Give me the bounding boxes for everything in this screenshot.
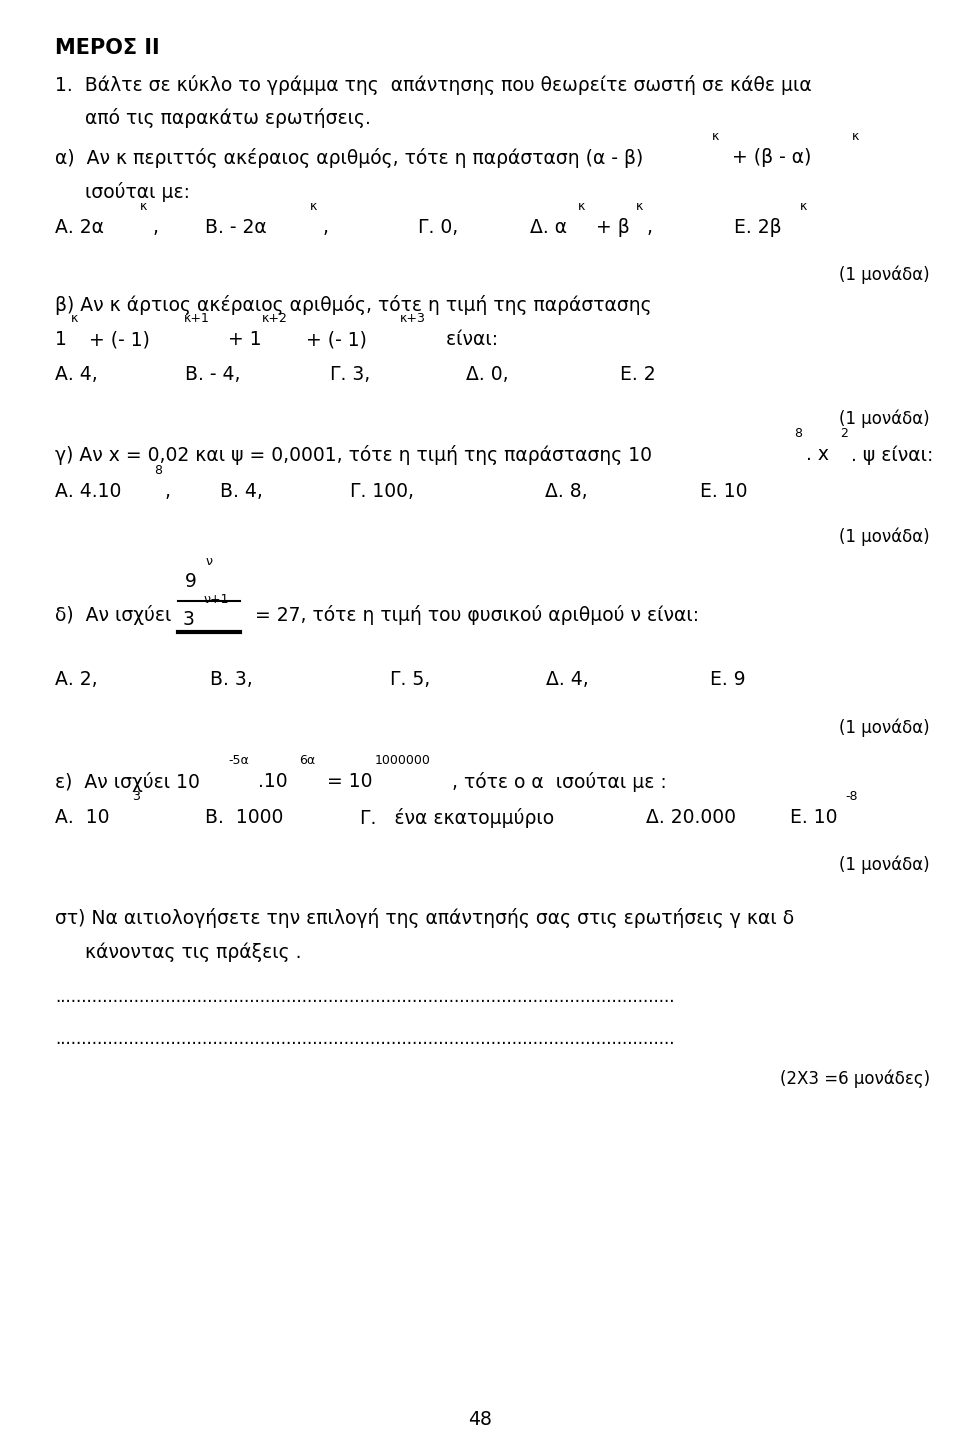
Text: 9: 9	[185, 572, 197, 591]
Text: δ)  Αν ισχύει: δ) Αν ισχύει	[55, 604, 172, 625]
Text: -5α: -5α	[228, 754, 249, 767]
Text: Α.  10: Α. 10	[55, 808, 109, 827]
Text: Γ. 100,: Γ. 100,	[350, 482, 414, 501]
Text: (1 μονάδα): (1 μονάδα)	[839, 718, 930, 737]
Text: κ: κ	[712, 129, 719, 142]
Text: Β. 3,: Β. 3,	[210, 670, 252, 689]
Text: ,: ,	[646, 218, 652, 237]
Text: κ: κ	[71, 312, 79, 325]
Text: κ: κ	[800, 201, 807, 214]
Text: κ: κ	[852, 129, 859, 142]
Text: 3: 3	[132, 790, 140, 804]
Text: ισούται με:: ισούται με:	[85, 182, 190, 202]
Text: Δ. 4,: Δ. 4,	[546, 670, 588, 689]
Text: (1 μονάδα): (1 μονάδα)	[839, 410, 930, 429]
Text: 2: 2	[840, 427, 848, 440]
Text: Δ. 20.000: Δ. 20.000	[646, 808, 736, 827]
Text: .10: .10	[258, 772, 288, 790]
Text: + β: + β	[590, 218, 630, 237]
Text: Β. - 2α: Β. - 2α	[205, 218, 267, 237]
Text: β) Αν κ άρτιος ακέραιος αριθμός, τότε η τιμή της παράστασης: β) Αν κ άρτιος ακέραιος αριθμός, τότε η …	[55, 295, 652, 315]
Text: 6α: 6α	[299, 754, 315, 767]
Text: Ε. 2β: Ε. 2β	[734, 218, 781, 237]
Text: Α. 4,: Α. 4,	[55, 365, 98, 384]
Text: ................................................................................: ........................................…	[55, 988, 675, 1005]
Text: 1.  Βάλτε σε κύκλο το γράμμα της  απάντησης που θεωρείτε σωστή σε κάθε μια: 1. Βάλτε σε κύκλο το γράμμα της απάντηση…	[55, 76, 812, 94]
Text: Ε. 2: Ε. 2	[620, 365, 656, 384]
Text: Γ. 3,: Γ. 3,	[330, 365, 371, 384]
Text: 8: 8	[794, 427, 802, 440]
Text: Δ. 0,: Δ. 0,	[466, 365, 509, 384]
Text: + (β - α): + (β - α)	[726, 148, 811, 167]
Text: + (- 1): + (- 1)	[300, 330, 367, 349]
Text: 1000000: 1000000	[375, 754, 431, 767]
Text: κάνοντας τις πράξεις .: κάνοντας τις πράξεις .	[85, 942, 301, 962]
Text: Γ.   ένα εκατομμύριο: Γ. ένα εκατομμύριο	[360, 808, 554, 828]
Text: είναι:: είναι:	[440, 330, 498, 349]
Text: κ: κ	[578, 201, 586, 214]
Text: Ε. 10: Ε. 10	[700, 482, 748, 501]
Text: κ+1: κ+1	[184, 312, 210, 325]
Text: κ: κ	[636, 201, 643, 214]
Text: Α. 2,: Α. 2,	[55, 670, 98, 689]
Text: (1 μονάδα): (1 μονάδα)	[839, 854, 930, 873]
Text: (1 μονάδα): (1 μονάδα)	[839, 527, 930, 546]
Text: Δ. 8,: Δ. 8,	[545, 482, 588, 501]
Text: κ+2: κ+2	[262, 312, 288, 325]
Text: Γ. 5,: Γ. 5,	[390, 670, 430, 689]
Text: (1 μονάδα): (1 μονάδα)	[839, 264, 930, 283]
Text: (2Χ3 =6 μονάδες): (2Χ3 =6 μονάδες)	[780, 1069, 930, 1088]
Text: κ: κ	[310, 201, 318, 214]
Text: Β. - 4,: Β. - 4,	[185, 365, 241, 384]
Text: + 1: + 1	[222, 330, 262, 349]
Text: = 10: = 10	[321, 772, 372, 790]
Text: κ: κ	[140, 201, 148, 214]
Text: = 27, τότε η τιμή του φυσικού αριθμού ν είναι:: = 27, τότε η τιμή του φυσικού αριθμού ν …	[255, 604, 699, 625]
Text: ................................................................................: ........................................…	[55, 1030, 675, 1048]
Text: 8: 8	[154, 464, 162, 477]
Text: Α. 4.10: Α. 4.10	[55, 482, 121, 501]
Text: γ) Αν x = 0,02 και ψ = 0,0001, τότε η τιμή της παράστασης 10: γ) Αν x = 0,02 και ψ = 0,0001, τότε η τι…	[55, 445, 652, 465]
Text: από τις παρακάτω ερωτήσεις.: από τις παρακάτω ερωτήσεις.	[85, 108, 371, 128]
Text: + (- 1): + (- 1)	[83, 330, 150, 349]
Text: . ψ είναι:: . ψ είναι:	[851, 445, 933, 465]
Text: Α. 2α: Α. 2α	[55, 218, 104, 237]
Text: ε)  Αν ισχύει 10: ε) Αν ισχύει 10	[55, 772, 200, 792]
Text: 48: 48	[468, 1409, 492, 1428]
Text: -8: -8	[845, 790, 857, 804]
Text: Δ. α: Δ. α	[530, 218, 567, 237]
Text: ΜΕΡΟΣ ΙΙ: ΜΕΡΟΣ ΙΙ	[55, 38, 159, 58]
Text: 1: 1	[55, 330, 67, 349]
Text: ,: ,	[152, 218, 158, 237]
Text: ,: ,	[322, 218, 328, 237]
Text: Γ. 0,: Γ. 0,	[418, 218, 458, 237]
Text: Β. 4,: Β. 4,	[220, 482, 263, 501]
Text: ,: ,	[164, 482, 170, 501]
Text: , τότε ο α  ισούται με :: , τότε ο α ισούται με :	[452, 772, 667, 792]
Text: στ) Να αιτιολογήσετε την επιλογή της απάντησής σας στις ερωτήσεις γ και δ: στ) Να αιτιολογήσετε την επιλογή της απά…	[55, 908, 794, 928]
Text: . x: . x	[806, 445, 829, 464]
Text: 3: 3	[183, 610, 195, 629]
Text: ν: ν	[206, 555, 213, 568]
Text: Β.  1000: Β. 1000	[205, 808, 283, 827]
Text: Ε. 9: Ε. 9	[710, 670, 746, 689]
Text: ν+1: ν+1	[204, 593, 229, 606]
Text: κ+3: κ+3	[400, 312, 426, 325]
Text: α)  Αν κ περιττός ακέραιος αριθμός, τότε η παράσταση (α - β): α) Αν κ περιττός ακέραιος αριθμός, τότε …	[55, 148, 643, 169]
Text: Ε. 10: Ε. 10	[790, 808, 837, 827]
